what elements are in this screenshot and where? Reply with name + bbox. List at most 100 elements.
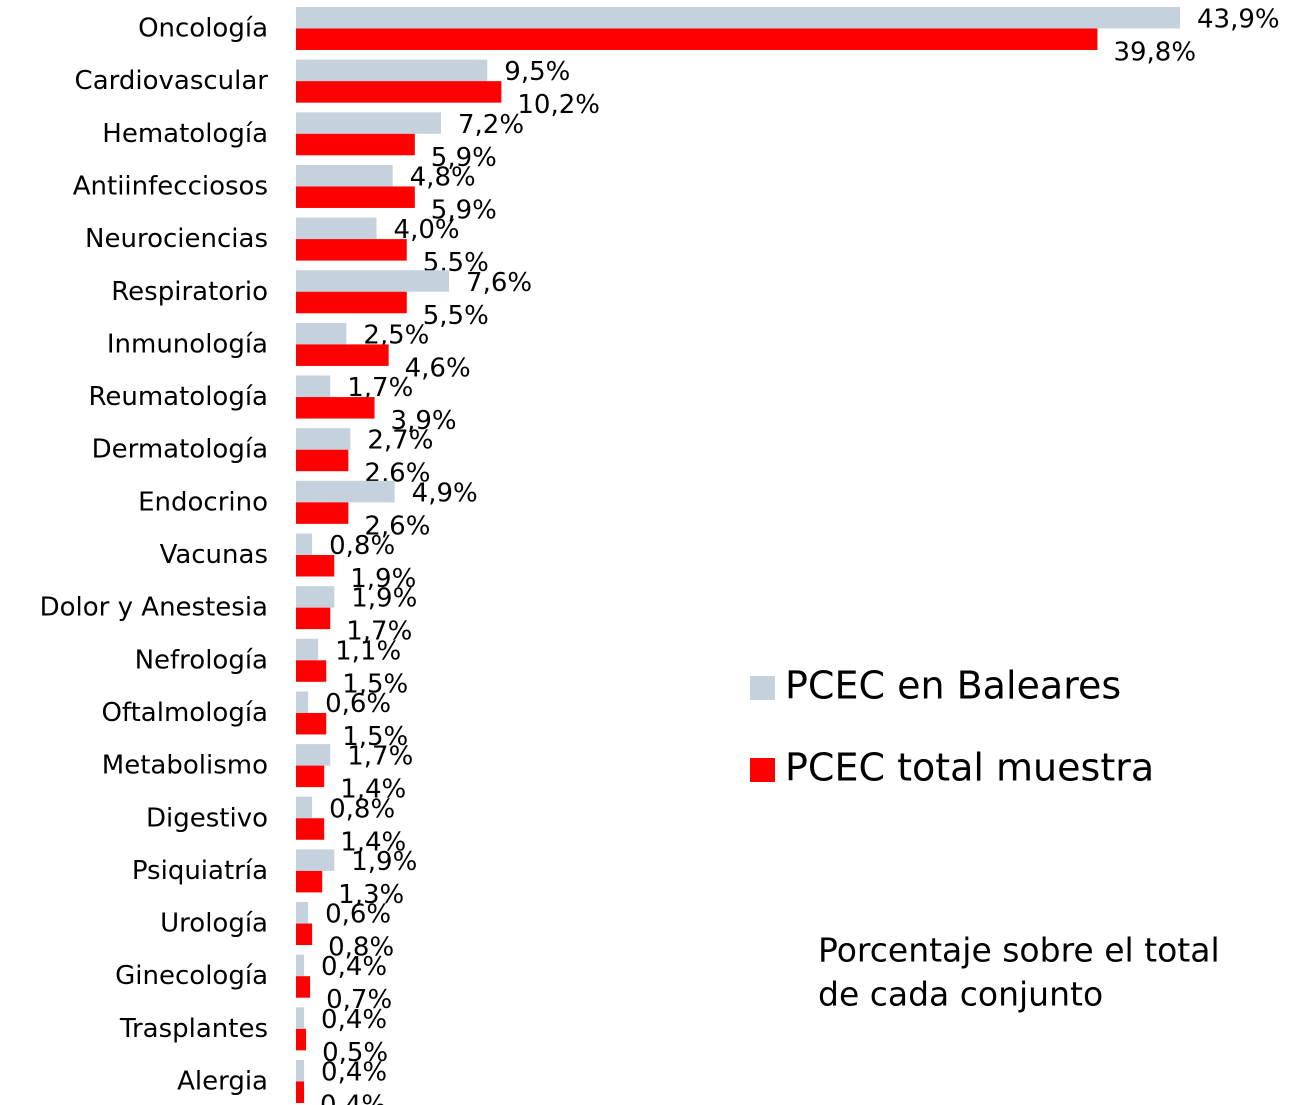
annotation: de cada conjunto [818, 975, 1103, 1014]
category-label: Ginecología [115, 961, 268, 991]
value-label: 0,4% [321, 952, 387, 982]
bar [296, 765, 325, 788]
value-label: 0,8% [329, 794, 395, 824]
legend-swatch [750, 758, 775, 782]
value-label: 1,9% [350, 564, 416, 594]
value-label: 4,6% [405, 353, 471, 383]
bar [296, 428, 351, 450]
bar [296, 217, 377, 240]
category-label: Dermatología [92, 435, 268, 465]
value-label: 0,6% [325, 689, 391, 719]
bar [296, 818, 325, 840]
bar [296, 533, 313, 555]
category-label: Alergia [177, 1067, 268, 1097]
bar [296, 59, 488, 82]
bar [296, 744, 331, 766]
value-label: 1,7% [347, 742, 413, 772]
value-label: 1,3% [338, 880, 404, 910]
category-label: Vacunas [160, 540, 268, 570]
bar [296, 133, 415, 156]
value-label: 7,2% [458, 110, 524, 140]
bar [296, 607, 331, 630]
legend-swatch [750, 676, 775, 700]
category-label: Oftalmología [101, 698, 268, 728]
bar [296, 344, 389, 366]
category-label: Endocrino [138, 487, 268, 517]
category-label: Urología [160, 909, 268, 939]
annotation: Porcentaje sobre el total [818, 931, 1220, 970]
bar [296, 902, 309, 924]
value-label: 0,4% [320, 1091, 386, 1105]
value-label: 0,4% [321, 1005, 387, 1035]
value-label: 0,7% [326, 985, 392, 1015]
category-label: Inmunología [107, 329, 268, 359]
value-label: 1,7% [346, 617, 412, 647]
value-label: 39,8% [1113, 38, 1196, 68]
value-label: 4,8% [410, 162, 476, 192]
value-label: 0,8% [328, 933, 394, 963]
bar [296, 164, 393, 187]
bar [296, 291, 407, 314]
value-label: 1,5% [342, 669, 408, 699]
value-label: 2,7% [367, 426, 433, 456]
value-label: 5,9% [431, 143, 497, 173]
value-label: 0,6% [325, 900, 391, 930]
value-label: 4,9% [412, 478, 478, 508]
bar [296, 954, 305, 977]
bar [296, 322, 347, 345]
legend-label: PCEC total muestra [785, 746, 1154, 790]
bar [296, 796, 313, 819]
value-label: 5,5% [423, 301, 489, 331]
bar [296, 449, 349, 472]
bar [296, 1028, 307, 1051]
bar [296, 586, 335, 608]
bar [296, 112, 441, 134]
category-label: Respiratorio [111, 277, 268, 307]
bar [296, 81, 502, 103]
value-label: 1,4% [340, 775, 406, 805]
category-label: Hematología [102, 119, 268, 149]
value-label: 0,4% [321, 1058, 387, 1088]
legend-label: PCEC en Baleares [785, 664, 1121, 708]
bar [296, 923, 313, 946]
category-label: Neurociencias [85, 224, 268, 254]
bar [296, 28, 1098, 50]
value-label: 3,9% [391, 406, 457, 436]
bar [296, 397, 375, 419]
bar [296, 691, 309, 713]
bar [296, 375, 331, 398]
value-label: 1,5% [342, 722, 408, 752]
bar [296, 976, 311, 998]
bar [296, 502, 349, 524]
category-label: Cardiovascular [75, 66, 269, 96]
bar [296, 638, 319, 661]
bar [296, 555, 335, 577]
bar [296, 660, 327, 682]
value-label: 0,5% [322, 1038, 388, 1068]
category-label: Reumatología [88, 382, 268, 412]
category-label: Trasplantes [119, 1014, 268, 1044]
value-label: 1,4% [340, 827, 406, 857]
category-label: Nefrología [135, 645, 268, 675]
category-label: Oncología [138, 14, 268, 44]
category-label: Psiquiatría [132, 856, 268, 886]
value-label: 5,9% [431, 195, 497, 225]
value-label: 1,9% [351, 847, 417, 877]
bar [296, 1081, 305, 1103]
value-label: 1,9% [351, 584, 417, 614]
value-label: 43,9% [1197, 5, 1280, 35]
bar [296, 186, 415, 208]
value-label: 2,6% [364, 511, 430, 541]
category-label: Antiinfecciosos [73, 171, 268, 201]
category-label: Metabolismo [102, 751, 268, 781]
value-label: 0,8% [329, 531, 395, 561]
value-label: 7,6% [466, 268, 532, 298]
bar [296, 7, 1180, 29]
bar [296, 270, 450, 292]
bar [296, 480, 395, 503]
bar [296, 239, 407, 261]
bar [296, 1007, 305, 1029]
category-label: Digestivo [146, 803, 268, 833]
bar [296, 849, 335, 871]
